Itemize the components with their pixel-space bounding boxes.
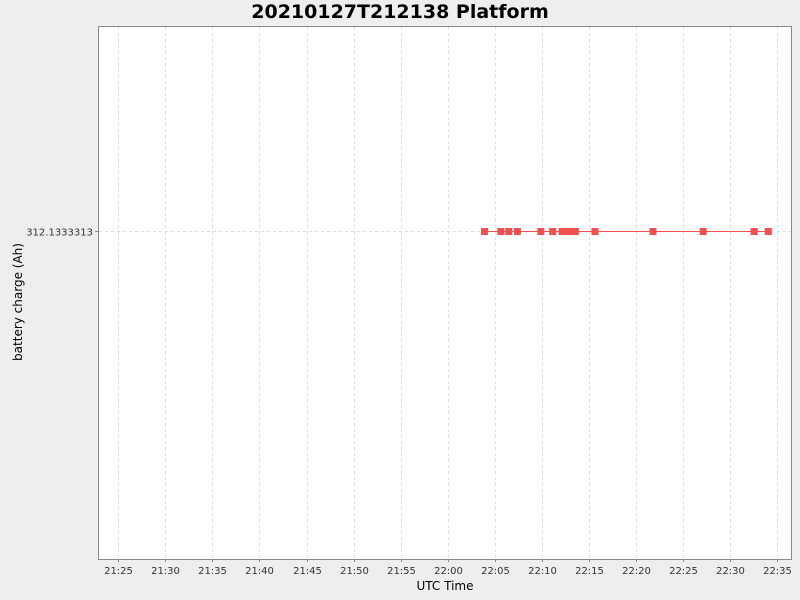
y-axis-label: battery charge (Ah): [11, 243, 25, 361]
x-tick-label: 21:35: [198, 566, 227, 577]
x-tick-label: 21:30: [151, 566, 180, 577]
x-tick-label: 21:55: [387, 566, 416, 577]
x-tick-label: 22:00: [434, 566, 463, 577]
data-point-marker: [699, 228, 707, 235]
x-tick-label: 22:15: [575, 566, 604, 577]
x-tick-label: 22:35: [763, 566, 792, 577]
data-point-marker: [568, 228, 575, 235]
x-axis-ticks: 21:25 21:30 21:35 21:40 21:45 21:50 21:55 22:00…: [104, 559, 792, 577]
y-tick-label: 312.1333313: [26, 228, 93, 239]
data-point-marker: [505, 228, 513, 235]
series-layer: [481, 228, 772, 235]
x-axis-label: UTC Time: [417, 579, 474, 593]
x-tick-label: 21:40: [245, 566, 274, 577]
data-point-marker: [571, 228, 579, 235]
x-tick-label: 22:25: [669, 566, 698, 577]
plot-area: [98, 26, 792, 560]
x-tick-label: 22:05: [481, 566, 510, 577]
x-tick-label: 22:20: [622, 566, 651, 577]
x-tick-label: 22:30: [716, 566, 745, 577]
data-point-marker: [549, 228, 557, 235]
data-point-marker: [513, 228, 521, 235]
data-point-marker: [564, 228, 572, 235]
x-tick-label: 21:45: [293, 566, 322, 577]
grid-lines: [99, 27, 791, 559]
data-point-marker: [591, 228, 599, 235]
data-point-marker: [764, 228, 772, 235]
chart-title: 20210127T212138 Platform: [251, 1, 549, 23]
data-point-marker: [558, 228, 566, 235]
data-point-marker: [481, 228, 488, 235]
x-tick-label: 21:25: [104, 566, 133, 577]
x-tick-label: 22:10: [528, 566, 557, 577]
x-tick-label: 21:50: [340, 566, 369, 577]
data-point-marker: [649, 228, 657, 235]
data-point-marker: [497, 228, 505, 235]
data-point-marker: [537, 228, 545, 235]
y-axis-ticks: 312.1333313: [26, 228, 98, 239]
data-point-marker: [750, 228, 758, 235]
